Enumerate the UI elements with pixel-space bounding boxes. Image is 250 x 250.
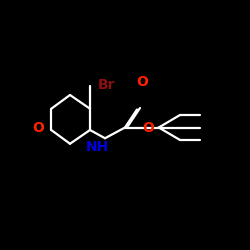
Text: O: O (136, 75, 148, 89)
Text: NH: NH (86, 140, 109, 154)
Text: Br: Br (98, 78, 115, 92)
Text: O: O (32, 120, 44, 134)
Text: O: O (142, 120, 154, 134)
